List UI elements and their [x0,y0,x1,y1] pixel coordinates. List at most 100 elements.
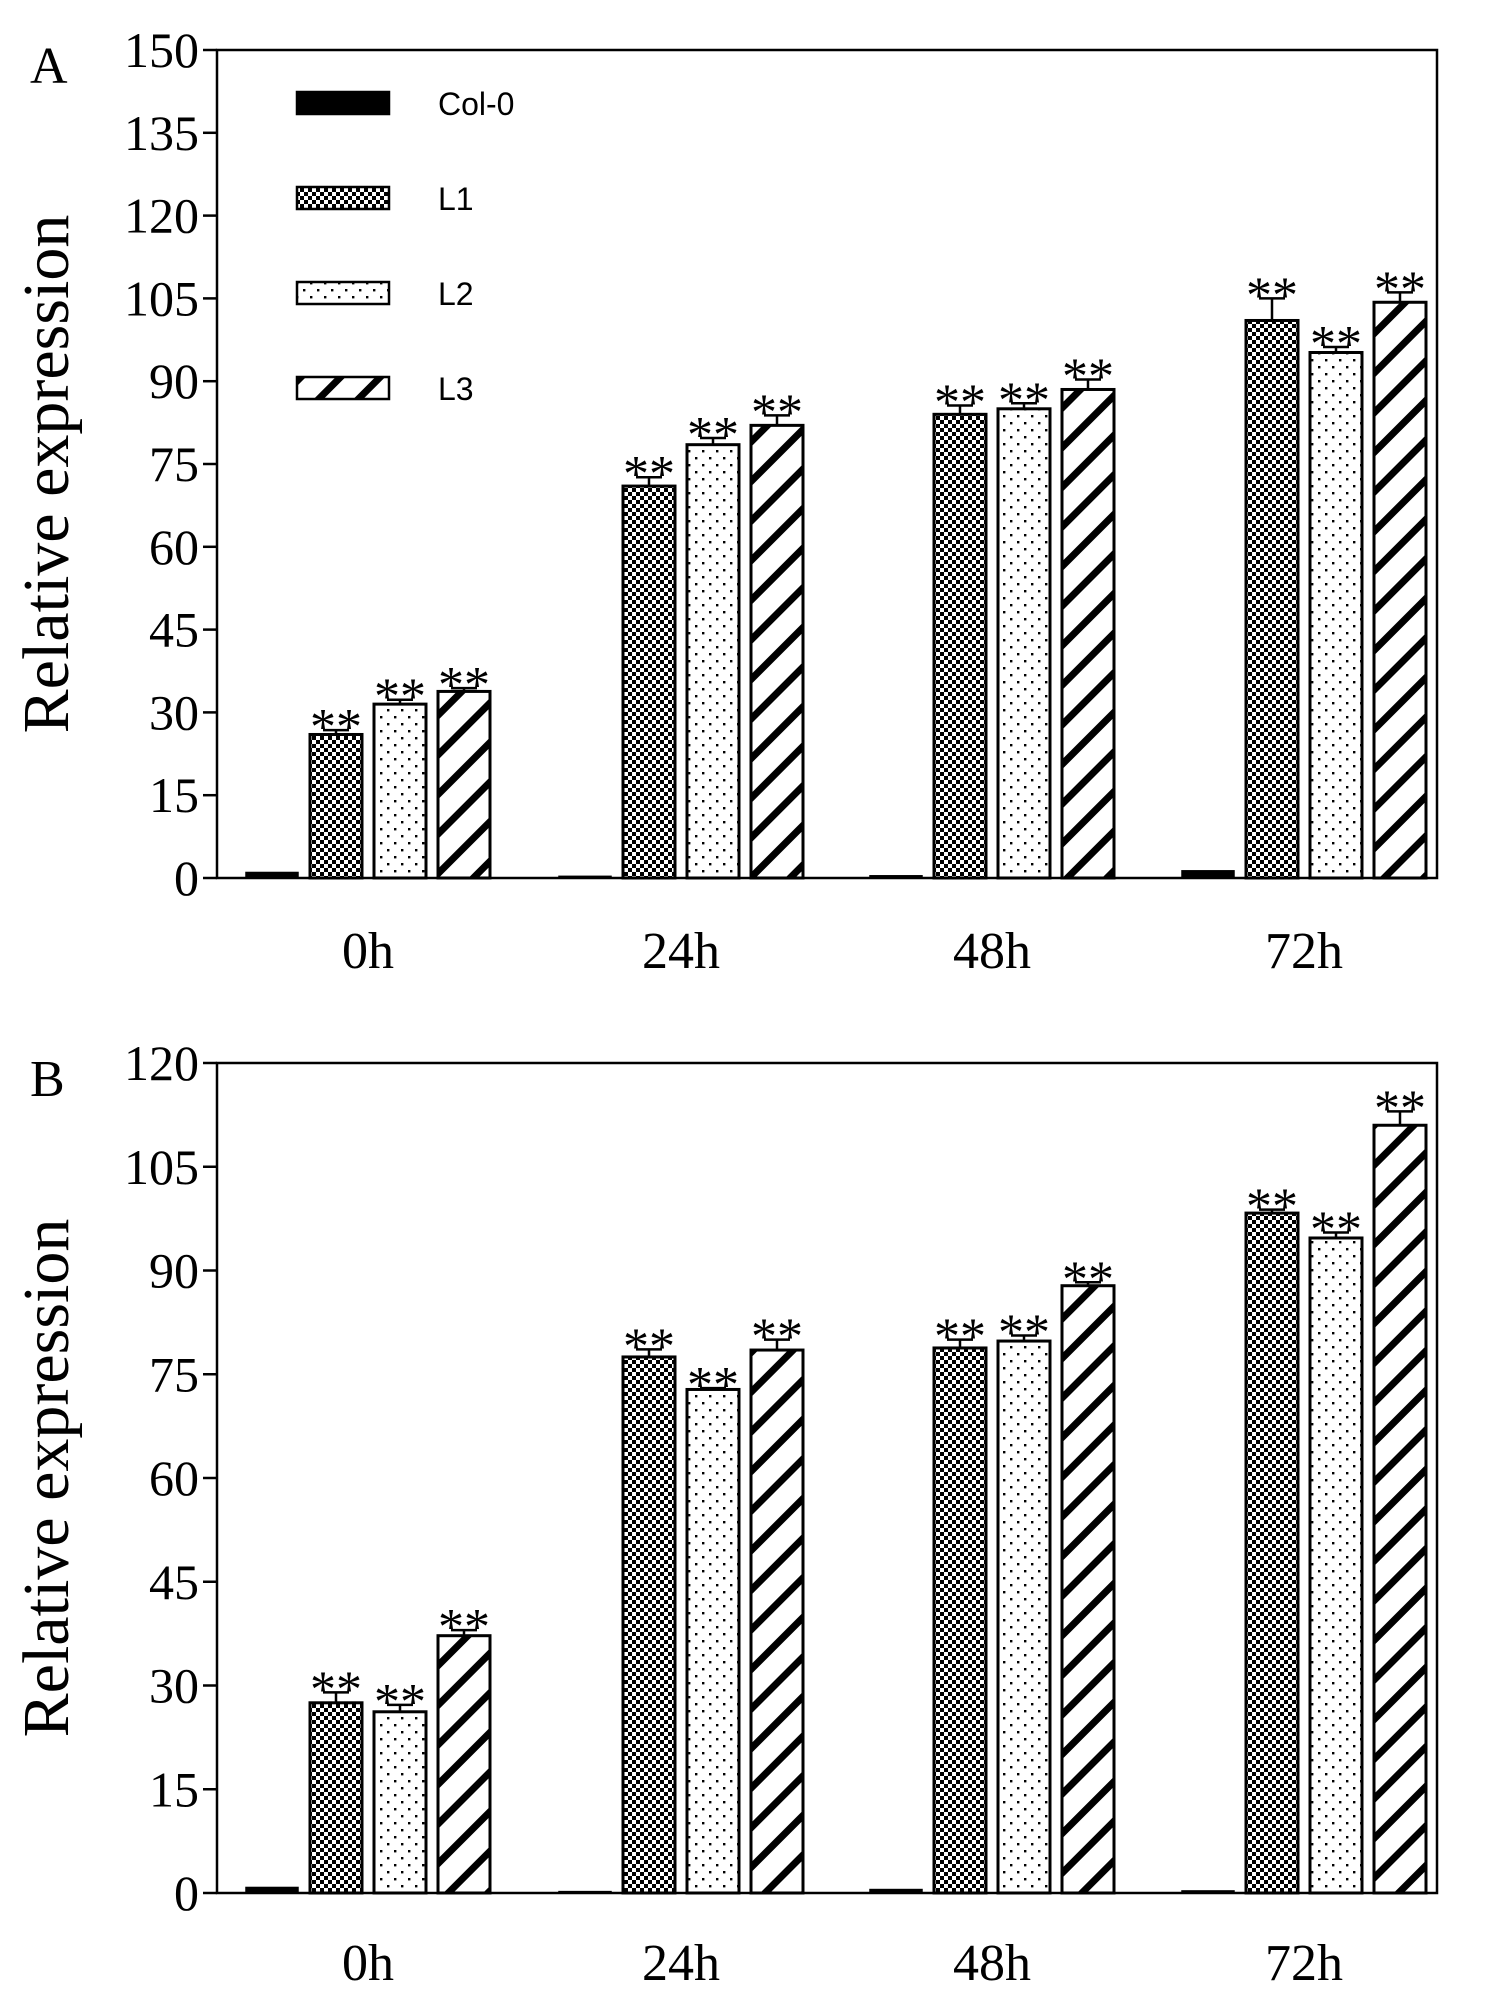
x-tick-label: 72h [1265,923,1343,980]
bar-l3 [436,689,492,880]
legend-label: L1 [438,181,474,217]
y-axis-ticks: 0 15 30 45 60 75 90 105 120 [124,1035,217,1921]
significance-label: ** [1246,1179,1298,1236]
legend-label: L2 [438,276,474,312]
legend-label: L3 [438,371,474,407]
bar-l2 [1308,350,1364,880]
x-tick-label: 0h [342,923,394,980]
legend-swatch-l2 [295,280,391,306]
bar-l3 [1060,1284,1116,1895]
y-tick-label: 90 [149,353,199,409]
legend-label: Col-0 [438,86,514,122]
plot-frame [215,48,1439,880]
significance-label: ** [374,669,426,726]
significance-label: ** [934,374,986,431]
significance-label: ** [998,372,1050,429]
y-tick-label: 105 [124,1139,199,1195]
significance-label: ** [934,1309,986,1366]
bar-l1 [308,732,364,880]
y-axis-ticks: 0 15 30 45 60 75 90 105 120 135 150 [124,22,217,906]
bar-marks: ************************ [245,261,1428,880]
y-tick-label: 0 [174,1865,199,1921]
significance-label: ** [1246,267,1298,324]
significance-label: ** [438,1599,490,1656]
bar-l1 [621,1355,677,1895]
panel-label: A [30,38,68,95]
panel-label: B [30,1051,65,1108]
bar-l1 [308,1701,364,1895]
y-tick-label: 30 [149,1658,199,1714]
x-tick-label: 0h [342,1935,394,1992]
bar-l3 [436,1634,492,1895]
x-axis-tick-labels: 0h 24h 48h 72h [342,1935,1343,1992]
x-tick-label: 72h [1265,1935,1343,1992]
bar-l2 [372,702,428,880]
significance-label: ** [1062,1251,1114,1308]
significance-label: ** [998,1305,1050,1362]
significance-label: ** [1310,316,1362,373]
bar-l1 [1244,318,1300,880]
y-tick-label: 60 [149,519,199,575]
bar-l1 [1244,1211,1300,1895]
significance-label: ** [310,1661,362,1718]
x-tick-label: 48h [953,923,1031,980]
significance-label: ** [1374,1080,1426,1137]
bar-l3 [1372,300,1428,880]
significance-label: ** [687,407,739,464]
significance-label: ** [751,384,803,441]
significance-label: ** [751,1309,803,1366]
legend-swatch-col-0 [295,90,391,116]
bar-l2 [996,1339,1052,1895]
bar-l3 [749,1348,805,1895]
bar-l1 [932,412,988,880]
y-tick-label: 60 [149,1450,199,1506]
x-axis-tick-labels: 0h 24h 48h 72h [342,923,1343,980]
y-tick-label: 120 [124,188,199,244]
bar-l2 [1308,1236,1364,1895]
significance-label: ** [438,657,490,714]
bar-marks: ************************ [245,1080,1428,1895]
significance-label: ** [374,1674,426,1731]
y-tick-label: 75 [149,1346,199,1402]
chart-panel-a: A Relative expression 0 15 30 45 60 75 90 105 12… [10,22,1439,980]
y-tick-label: 15 [149,767,199,823]
legend: Col-0 L1 L2 L3 [295,86,514,407]
y-tick-label: 45 [149,602,199,658]
plot-frame [215,1061,1439,1895]
y-axis-label: Relative expression [10,1219,83,1738]
bar-l1 [621,484,677,880]
y-tick-label: 120 [124,1035,199,1091]
y-tick-label: 75 [149,436,199,492]
significance-label: ** [687,1357,739,1414]
bar-l2 [372,1710,428,1895]
significance-label: ** [310,699,362,756]
y-tick-label: 150 [124,22,199,78]
significance-label: ** [623,1318,675,1375]
x-tick-label: 24h [642,923,720,980]
significance-label: ** [1374,261,1426,318]
x-tick-label: 48h [953,1935,1031,1992]
bar-l3 [1060,387,1116,880]
significance-label: ** [623,446,675,503]
bar-l3 [749,423,805,880]
x-tick-label: 24h [642,1935,720,1992]
y-tick-label: 90 [149,1243,199,1299]
y-tick-label: 15 [149,1761,199,1817]
y-axis-label: Relative expression [10,215,83,734]
y-tick-label: 45 [149,1554,199,1610]
bar-l3 [1372,1123,1428,1895]
y-tick-label: 30 [149,684,199,740]
bar-l1 [932,1346,988,1895]
bar-l2 [685,443,741,880]
y-tick-label: 0 [174,850,199,906]
chart-panel-b: B Relative expression 0 15 30 45 60 75 90 105 12… [10,1035,1439,1992]
legend-swatch-l1 [295,185,391,211]
legend-swatch-l3 [295,375,391,401]
y-tick-label: 135 [124,105,199,161]
significance-label: ** [1310,1201,1362,1258]
y-tick-label: 105 [124,270,199,326]
bar-l2 [996,407,1052,880]
significance-label: ** [1062,349,1114,406]
bar-l2 [685,1387,741,1895]
